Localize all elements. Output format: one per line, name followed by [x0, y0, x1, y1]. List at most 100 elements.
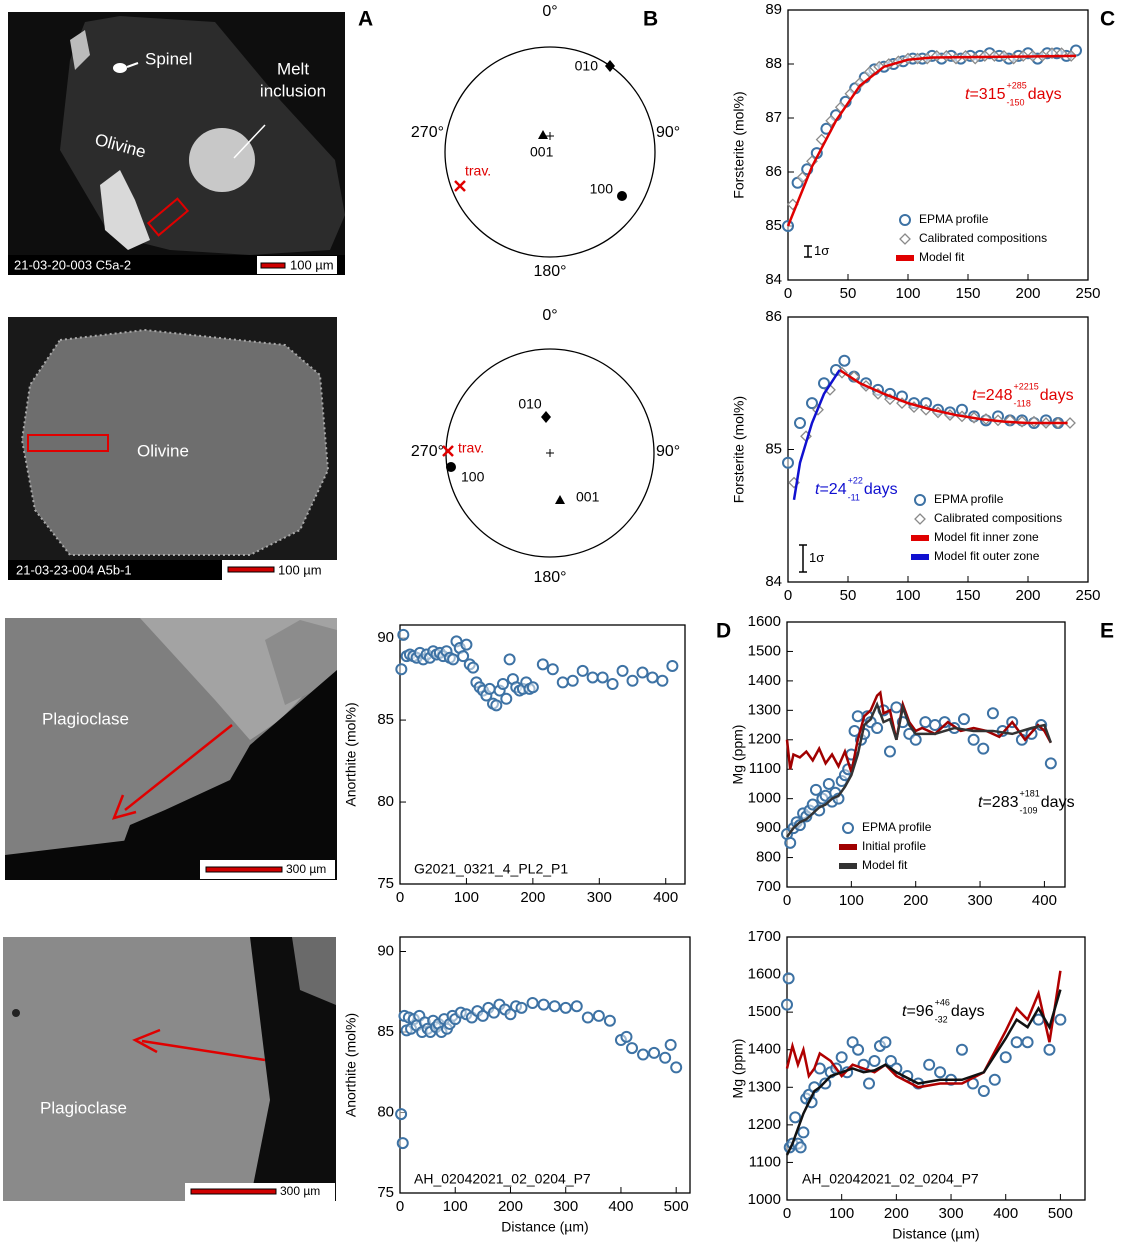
data-point — [457, 650, 470, 663]
image-label: Spinel — [145, 49, 192, 68]
annotation: days — [864, 481, 898, 498]
y-axis-label: Mg (ppm) — [730, 725, 746, 785]
data-point — [1021, 1036, 1034, 1049]
data-point — [988, 1073, 1001, 1086]
data-point — [504, 1008, 517, 1021]
data-point — [909, 733, 922, 746]
annotation: days — [1040, 387, 1074, 404]
data-point — [395, 663, 408, 676]
y-tick-label: 80 — [377, 793, 394, 810]
data-point — [796, 171, 809, 184]
data-point — [515, 1001, 528, 1014]
annotation: -150 — [1007, 97, 1025, 107]
data-point — [967, 733, 980, 746]
annotation: +181 — [1020, 788, 1040, 798]
plot-frame — [786, 621, 1066, 888]
data-point — [487, 1006, 500, 1019]
direction-label: 270° — [411, 443, 444, 460]
data-point — [863, 1077, 876, 1090]
annotation: =283 — [982, 794, 1018, 811]
y-tick-label: 80 — [377, 1103, 394, 1120]
data-point — [548, 1000, 561, 1013]
legend-label: Initial profile — [862, 839, 926, 853]
x-tick-label: 300 — [968, 892, 993, 909]
data-point — [934, 1066, 947, 1079]
data-point — [526, 997, 539, 1010]
data-point — [626, 1042, 638, 1055]
direction-label: 180° — [533, 263, 566, 280]
annotation: t — [815, 481, 820, 498]
data-point — [809, 783, 822, 796]
y-tick-label: 90 — [377, 942, 394, 959]
data-point — [526, 681, 539, 694]
y-tick-label: 700 — [756, 878, 781, 895]
annotation: t — [978, 794, 983, 811]
x-tick-label: 200 — [1015, 587, 1040, 604]
data-point — [899, 214, 911, 226]
data-point — [854, 76, 866, 89]
traverse-label: trav. — [465, 163, 491, 179]
data-point — [490, 699, 503, 712]
data-point — [835, 1051, 848, 1064]
y-tick-label: 900 — [756, 819, 781, 836]
data-point — [467, 661, 480, 674]
scale-label: 300 µm — [286, 862, 326, 876]
data-point — [592, 1009, 605, 1022]
model-line — [792, 369, 841, 501]
x-tick-label: 400 — [653, 889, 678, 906]
data-point — [476, 1009, 489, 1022]
annotation: +2215 — [1014, 381, 1039, 391]
x-tick-label: 200 — [884, 1205, 909, 1222]
x-tick-label: 50 — [840, 285, 857, 302]
model-line — [785, 989, 1062, 1156]
scale-label: 300 µm — [280, 1184, 320, 1198]
x-tick-label: 500 — [664, 1198, 689, 1215]
legend-swatch — [839, 863, 857, 869]
y-tick-label: 1000 — [748, 790, 781, 807]
data-point — [637, 1048, 650, 1061]
sample-label: AH_02042021_02_0204_P7 — [802, 1171, 979, 1187]
data-point — [957, 713, 970, 726]
data-point — [1044, 757, 1057, 770]
plot-frame — [787, 9, 1089, 281]
data-point — [646, 671, 659, 684]
direction-label: 0° — [542, 3, 557, 20]
data-point — [664, 1038, 677, 1051]
data-point — [596, 671, 609, 684]
data-point — [1054, 1013, 1067, 1026]
scale-label: 100 µm — [290, 257, 334, 272]
y-axis-label: Mg (ppm) — [730, 1039, 746, 1099]
data-point — [794, 417, 806, 429]
data-point — [852, 1043, 865, 1056]
annotation: =248 — [976, 387, 1012, 404]
image-label: Plagioclase — [40, 1098, 127, 1117]
legend-swatch — [911, 554, 929, 560]
data-point — [670, 1061, 683, 1074]
y-tick-label: 1100 — [749, 760, 781, 777]
annotation: days — [1041, 794, 1075, 811]
data-point — [1010, 1036, 1023, 1049]
x-tick-label: 200 — [520, 889, 545, 906]
data-point — [977, 1085, 990, 1098]
x-tick-label: 150 — [955, 285, 980, 302]
legend-label: EPMA profile — [934, 492, 1004, 506]
y-tick-label: 1600 — [748, 613, 781, 630]
stereonet: 0° 90° 180° 270° 010 001 100 trav. — [411, 3, 680, 280]
data-point — [797, 1126, 810, 1139]
panel-letter: E — [1100, 620, 1114, 643]
y-axis-label: Anorthite (mol%) — [343, 1013, 359, 1117]
data-point — [818, 377, 830, 390]
y-tick-label: 1000 — [748, 1191, 781, 1208]
y-tick-label: 1500 — [748, 1003, 781, 1020]
annotation: days — [1028, 86, 1062, 103]
data-point — [883, 745, 896, 758]
x-tick-label: 500 — [1048, 1205, 1073, 1222]
annotation: -32 — [935, 1014, 948, 1024]
data-point — [576, 664, 589, 677]
x-tick-label: 100 — [895, 285, 920, 302]
pole-label: 001 — [576, 489, 600, 505]
y-tick-label: 84 — [765, 573, 782, 590]
y-axis-label: Forsterite (mol%) — [731, 91, 747, 198]
annotation: +22 — [848, 475, 863, 485]
